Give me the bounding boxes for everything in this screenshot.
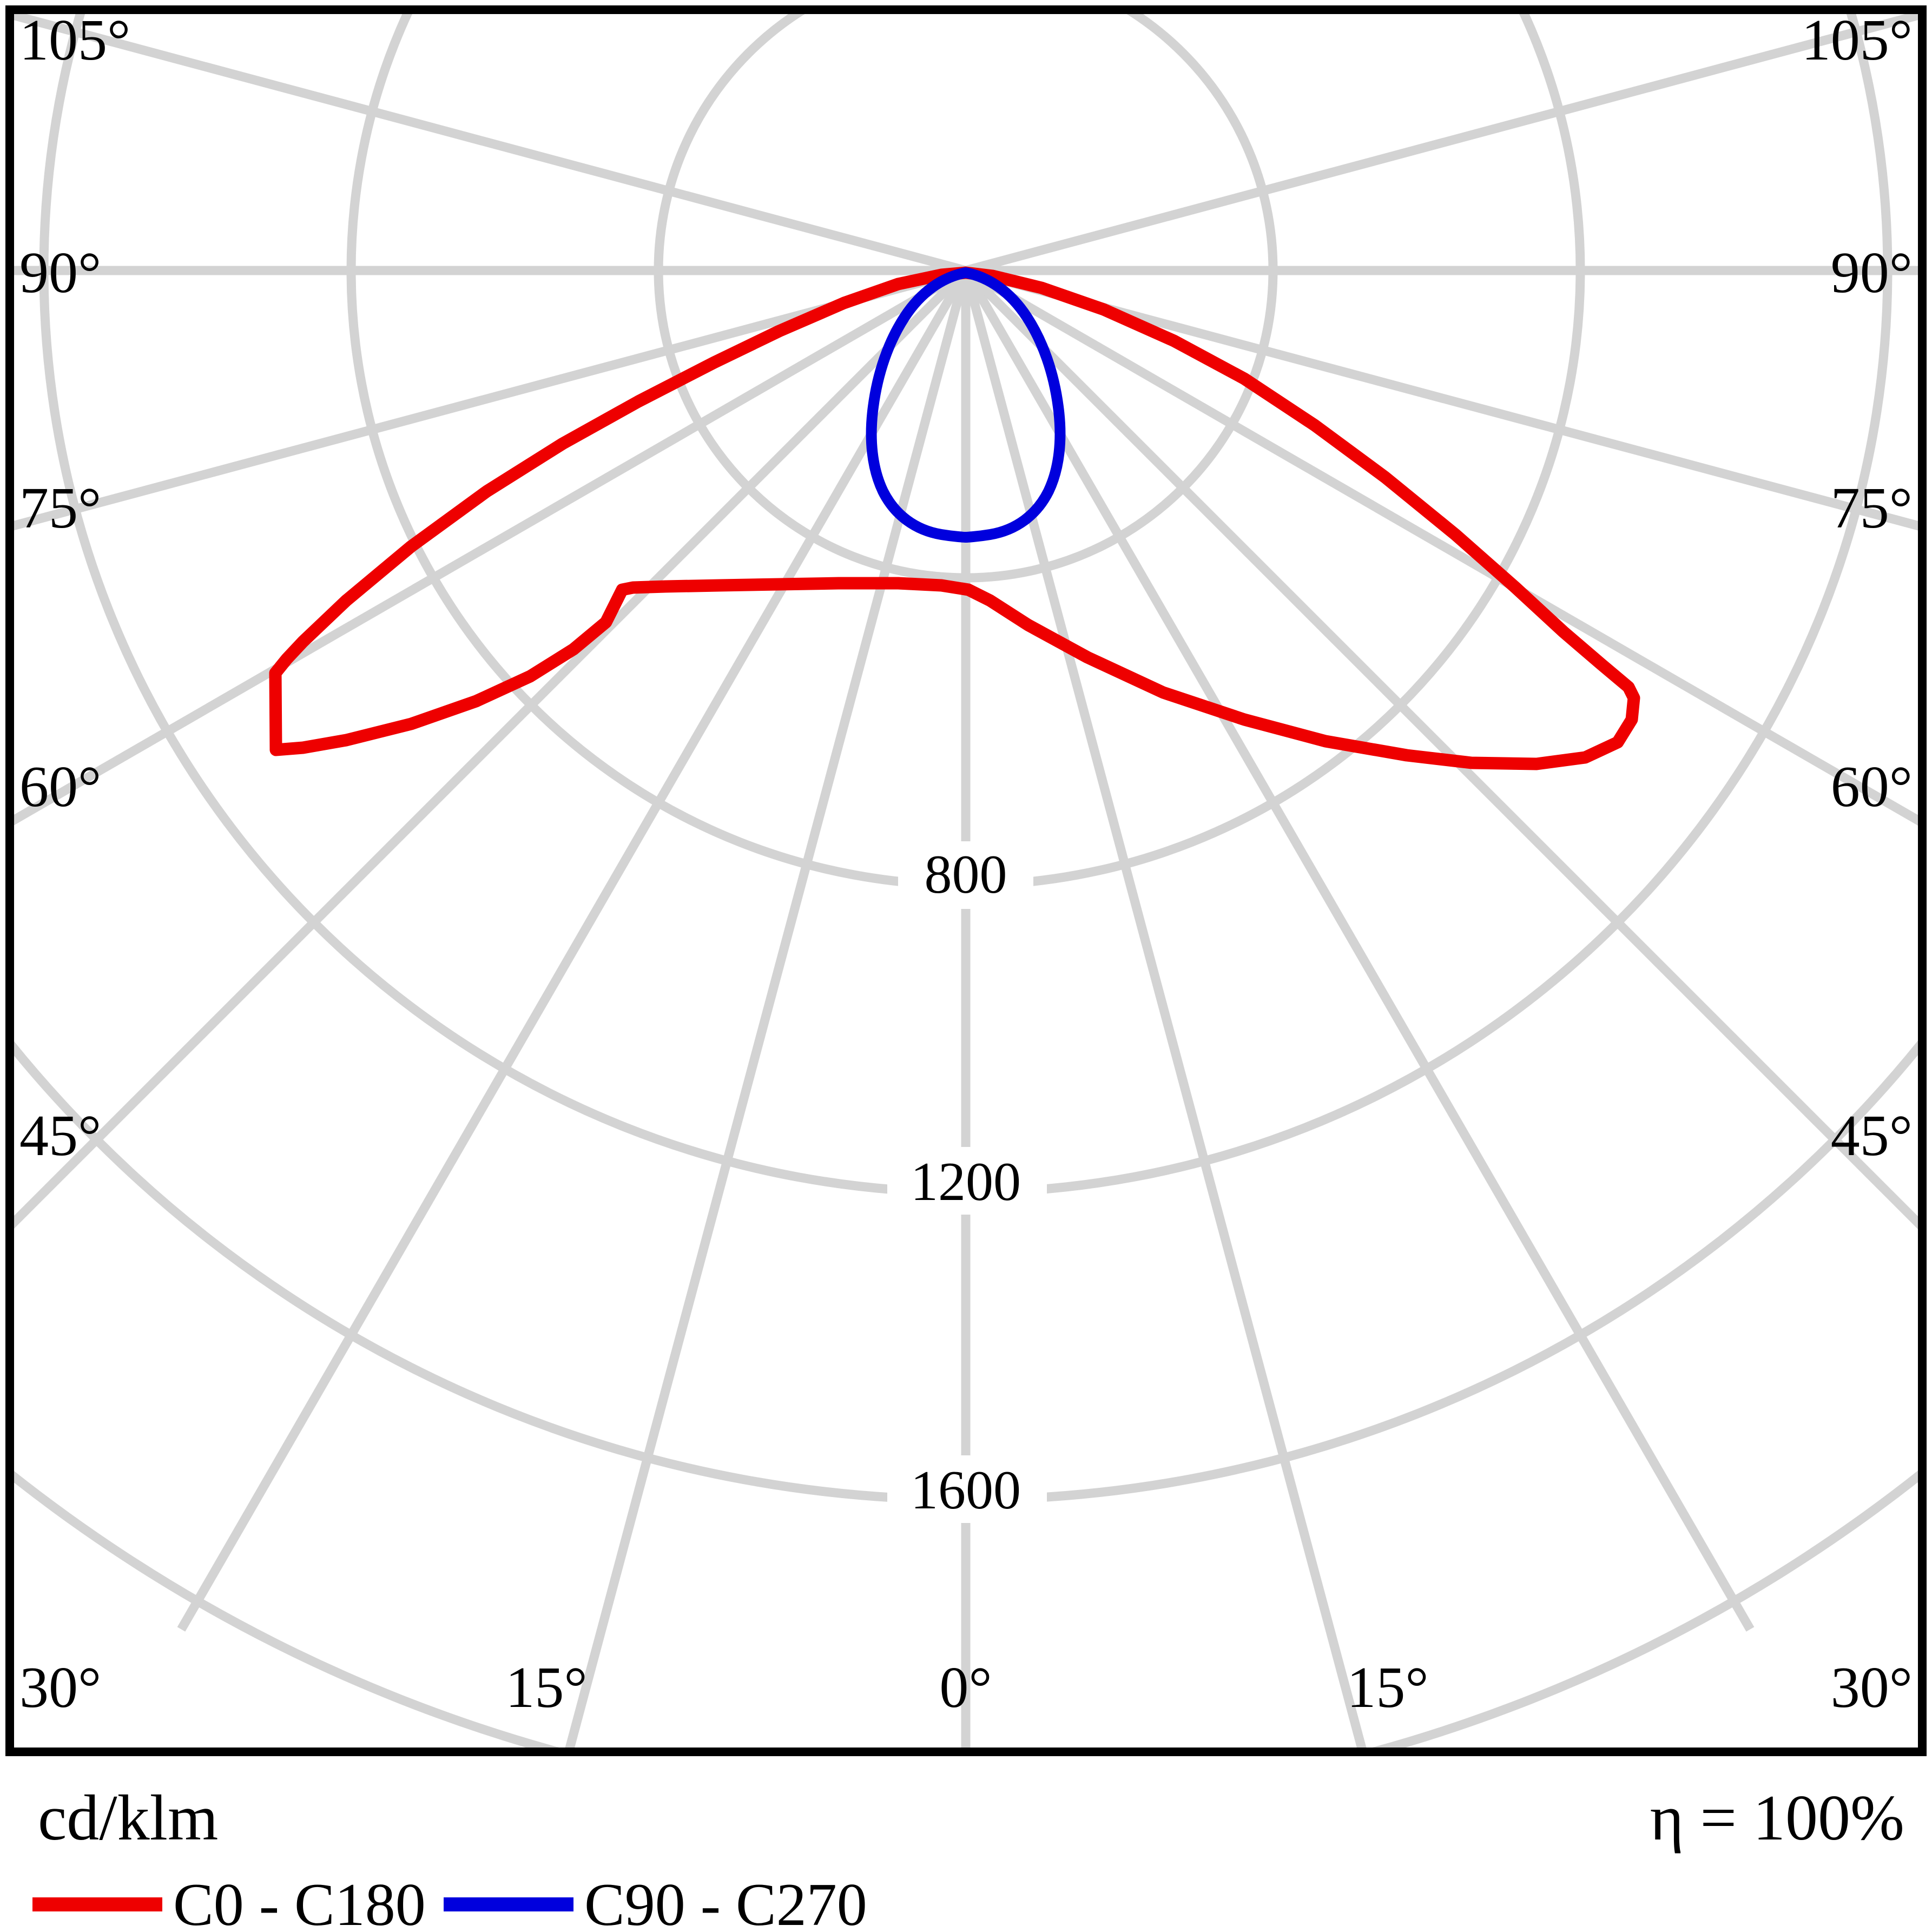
- plot-border: [5, 5, 1927, 1756]
- legend-label-c90-c270: C90 - C270: [584, 1871, 867, 1932]
- spoke-m105: [14, 14, 967, 275]
- series-c0-c180: [269, 266, 1640, 770]
- angle-label-left-90: 90°: [19, 241, 101, 305]
- unit-label: cd/klm: [38, 1782, 218, 1854]
- radial-label-1600-bg: [887, 1455, 1047, 1523]
- angle-label-right-45: 45°: [1831, 1104, 1913, 1168]
- spoke-p75: [964, 266, 1918, 531]
- angle-label-right-60: 60°: [1831, 755, 1913, 819]
- efficiency-label: η = 100%: [1650, 1782, 1904, 1854]
- spoke-m45: [14, 267, 970, 1229]
- spoke-p30: [961, 268, 1755, 1632]
- legend: C0 - C180 C90 - C270: [32, 1871, 867, 1932]
- angle-label-right-105: 105°: [1802, 8, 1913, 72]
- angle-label-left-60: 60°: [19, 755, 101, 819]
- polar-grid: [14, 14, 1918, 1748]
- angle-label-bottom-0: 0°: [939, 1656, 992, 1720]
- angle-label-right-30: 30°: [1831, 1656, 1913, 1720]
- angle-label-right-75: 75°: [1831, 476, 1913, 540]
- series-c90-c270: [866, 267, 1066, 543]
- radial-labels: 800 1200 1600: [887, 841, 1047, 1523]
- spoke-m75: [14, 266, 967, 531]
- angle-label-bottom-right-15: 15°: [1347, 1656, 1428, 1720]
- spoke-m30: [177, 268, 970, 1632]
- angle-label-left-30: 30°: [19, 1656, 101, 1720]
- legend-label-c0-c180: C0 - C180: [173, 1871, 426, 1932]
- spoke-m15: [565, 269, 971, 1748]
- angle-label-right-90: 90°: [1831, 241, 1913, 305]
- radial-label-1200: 1200: [911, 1151, 1021, 1212]
- data-curves: [269, 266, 1640, 770]
- grid-spokes: [14, 14, 1918, 1748]
- radial-label-1200-bg: [887, 1147, 1047, 1215]
- spoke-p15: [961, 269, 1367, 1748]
- spoke-p60: [963, 266, 1918, 826]
- radial-label-800-bg: [898, 841, 1033, 909]
- angle-label-bottom-left-15: 15°: [505, 1656, 587, 1720]
- angle-label-left-45: 45°: [19, 1104, 101, 1168]
- angle-label-left-75: 75°: [19, 476, 101, 540]
- spoke-p45: [962, 267, 1918, 1230]
- spoke-p105: [964, 14, 1918, 275]
- angle-label-left-105: 105°: [19, 8, 130, 72]
- radial-label-1600: 1600: [911, 1460, 1021, 1521]
- radial-label-800: 800: [925, 844, 1007, 905]
